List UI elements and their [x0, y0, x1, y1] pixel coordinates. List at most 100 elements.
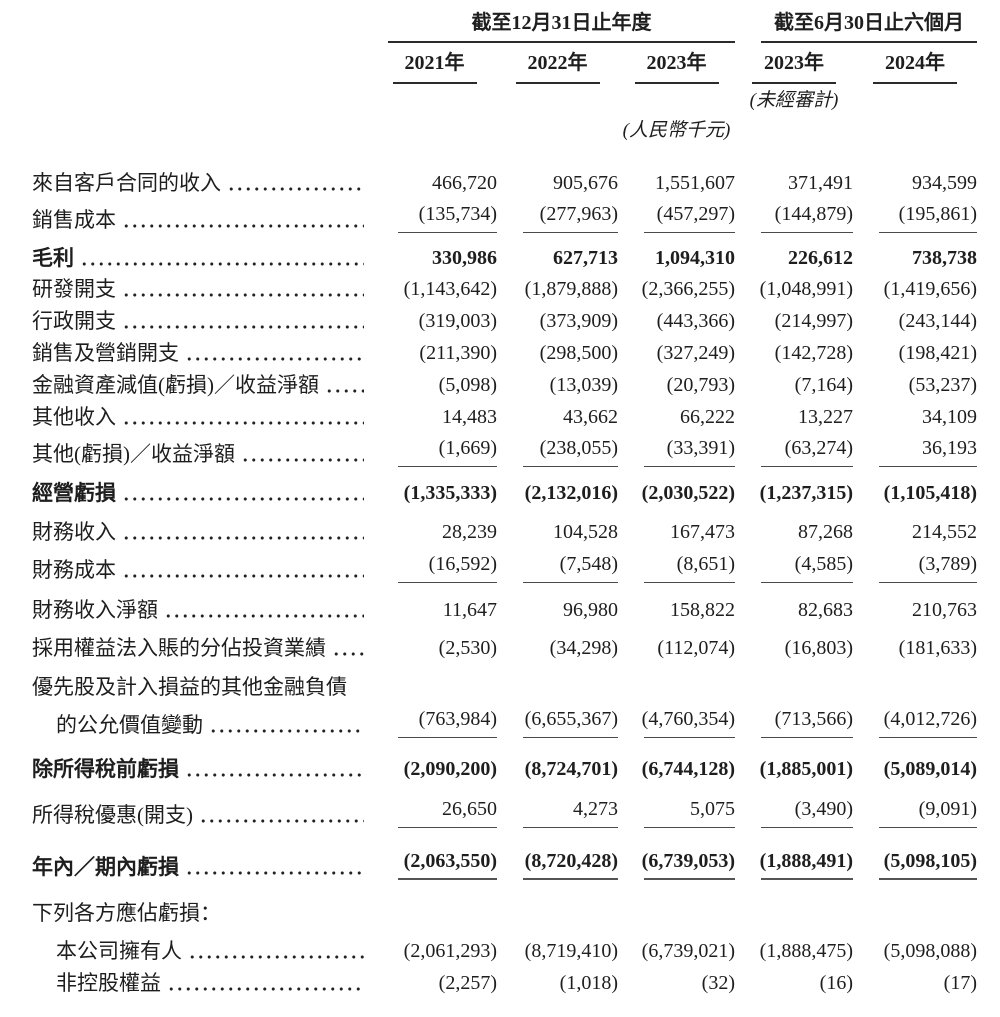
spacer — [372, 119, 497, 143]
value-cell: (5,098,105) — [853, 848, 977, 880]
value-cell: (1,885,001) — [759, 758, 853, 780]
currency-note: (人民幣千元) — [622, 120, 731, 141]
value-cell: (298,500) — [539, 342, 618, 364]
row-label: 其他(虧損)／收益淨額 — [32, 442, 235, 466]
row-label-cell: 毛利 — [32, 245, 372, 271]
value-cell: 158,822 — [670, 599, 735, 621]
value-cell: (142,728) — [774, 342, 853, 364]
table-row: 研發開支 (1,143,642) (1,879,888) (2,366,255) (1,… — [32, 276, 977, 302]
value-cell: (135,734) — [372, 201, 497, 233]
row-label-cell: 行政開支 — [32, 308, 372, 334]
spacer — [497, 119, 618, 143]
value-cell: (6,739,021) — [641, 940, 735, 962]
row-label-cell: 財務收入 — [32, 519, 372, 545]
value-cell: 26,650 — [372, 796, 497, 828]
value-cell: 4,273 — [497, 796, 618, 828]
row-label: 銷售及營銷開支 — [32, 341, 179, 365]
dot-leader — [185, 756, 364, 782]
year-header-row: 2021年 2022年 2023年 2023年 2024年 — [32, 50, 977, 84]
value-cell: (373,909) — [539, 310, 618, 332]
row-label-cell: 除所得稅前虧損 — [32, 756, 372, 782]
value-cell: (4,585) — [735, 551, 853, 583]
value-cell: 371,491 — [788, 172, 853, 194]
value-cell: (5,098,088) — [883, 940, 977, 962]
row-label: 銷售成本 — [32, 208, 116, 232]
dot-leader — [185, 340, 364, 366]
value-cell: 11,647 — [442, 599, 497, 621]
value-cell: 466,720 — [432, 172, 497, 194]
row-label: 來自客戶合同的收入 — [32, 171, 221, 195]
value-cell: (63,274) — [735, 435, 853, 467]
value-cell: (17) — [943, 972, 977, 994]
value-cell: (1,888,491) — [735, 848, 853, 880]
year-header-2023: 2023年 — [618, 50, 735, 84]
value-cell: (9,091) — [853, 796, 977, 828]
value-cell: (319,003) — [418, 310, 497, 332]
currency-note-row: (人民幣千元) — [32, 119, 977, 143]
dot-leader — [80, 245, 364, 271]
row-label: 其他收入 — [32, 405, 116, 429]
unaudited-note-row: (未經審計) — [32, 89, 977, 113]
table-row: 年內／期內虧損 (2,063,550) (8,720,428) (6,739,053)… — [32, 848, 977, 880]
value-cell: (2,257) — [438, 972, 497, 994]
value-cell: (6,655,367) — [497, 706, 618, 738]
value-cell: (1,105,418) — [883, 482, 977, 504]
value-cell: (2,063,550) — [372, 848, 497, 880]
value-cell: (4,760,354) — [618, 706, 735, 738]
year-header-2023-interim: 2023年 — [735, 50, 853, 84]
year-label: 2022年 — [515, 50, 600, 84]
value-cell: (3,490) — [735, 796, 853, 828]
value-cell: (2,030,522) — [641, 482, 735, 504]
value-cell: 5,075 — [618, 796, 735, 828]
row-label-cell: 銷售及營銷開支 — [32, 340, 372, 366]
year-header-2021: 2021年 — [372, 50, 497, 84]
value-cell: 330,986 — [432, 247, 497, 269]
dot-leader — [325, 372, 364, 398]
value-cell: (5,089,014) — [883, 758, 977, 780]
dot-leader — [241, 441, 364, 467]
value-cell: 934,599 — [912, 172, 977, 194]
row-label: 財務成本 — [32, 558, 116, 582]
value-cell: (195,861) — [853, 201, 977, 233]
value-cell: (5,098) — [438, 374, 497, 396]
row-label-cell: 銷售成本 — [32, 207, 372, 233]
spacer — [853, 119, 977, 143]
table-row: 經營虧損 (1,335,333) (2,132,016) (2,030,522) (1,… — [32, 480, 977, 506]
row-label-cell: 的公允價值變動 — [32, 712, 372, 738]
value-cell: 43,662 — [563, 406, 618, 428]
value-cell: (34,298) — [549, 637, 618, 659]
value-cell: 28,239 — [442, 521, 497, 543]
row-label: 所得稅優惠(開支) — [32, 803, 193, 827]
row-label: 除所得稅前虧損 — [32, 757, 179, 781]
table-body: 來自客戶合同的收入 466,720 905,676 1,551,607 371,491 9… — [32, 170, 977, 996]
row-label: 行政開支 — [32, 309, 116, 333]
value-cell: (8,720,428) — [497, 848, 618, 880]
value-cell: (7,548) — [497, 551, 618, 583]
year-label: 2021年 — [392, 50, 477, 84]
table-row: 銷售成本 (135,734) (277,963) (457,297) (144,879)… — [32, 201, 977, 233]
value-cell: (4,012,726) — [853, 706, 977, 738]
row-label: 財務收入 — [32, 520, 116, 544]
row-label-cell: 財務收入淨額 — [32, 597, 372, 623]
row-label-cell: 下列各方應佔虧損： — [32, 900, 372, 926]
value-cell: (3,789) — [853, 551, 977, 583]
value-cell: 214,552 — [912, 521, 977, 543]
row-label: 金融資產減值(虧損)／收益淨額 — [32, 373, 319, 397]
row-label: 採用權益法入賬的分佔投資業績 — [32, 636, 326, 660]
value-cell: (144,879) — [735, 201, 853, 233]
table-row: 採用權益法入賬的分佔投資業績 (2,530) (34,298) (112,074) (1… — [32, 635, 977, 661]
row-label: 本公司擁有人 — [56, 939, 182, 963]
row-label: 毛利 — [32, 246, 74, 270]
value-cell: (211,390) — [419, 342, 497, 364]
value-cell: 87,268 — [798, 521, 853, 543]
table-row: 除所得稅前虧損 (2,090,200) (8,724,701) (6,744,128)… — [32, 756, 977, 782]
value-cell: (2,132,016) — [524, 482, 618, 504]
value-cell: (33,391) — [618, 435, 735, 467]
row-label-cell: 非控股權益 — [32, 970, 372, 996]
value-cell: (2,366,255) — [641, 278, 735, 300]
dot-leader — [199, 802, 364, 828]
row-label-cell: 所得稅優惠(開支) — [32, 802, 372, 828]
value-cell: 104,528 — [553, 521, 618, 543]
interim-period-group-header: 截至6月30日止六個月 — [761, 10, 977, 43]
value-cell: (16) — [819, 972, 853, 994]
